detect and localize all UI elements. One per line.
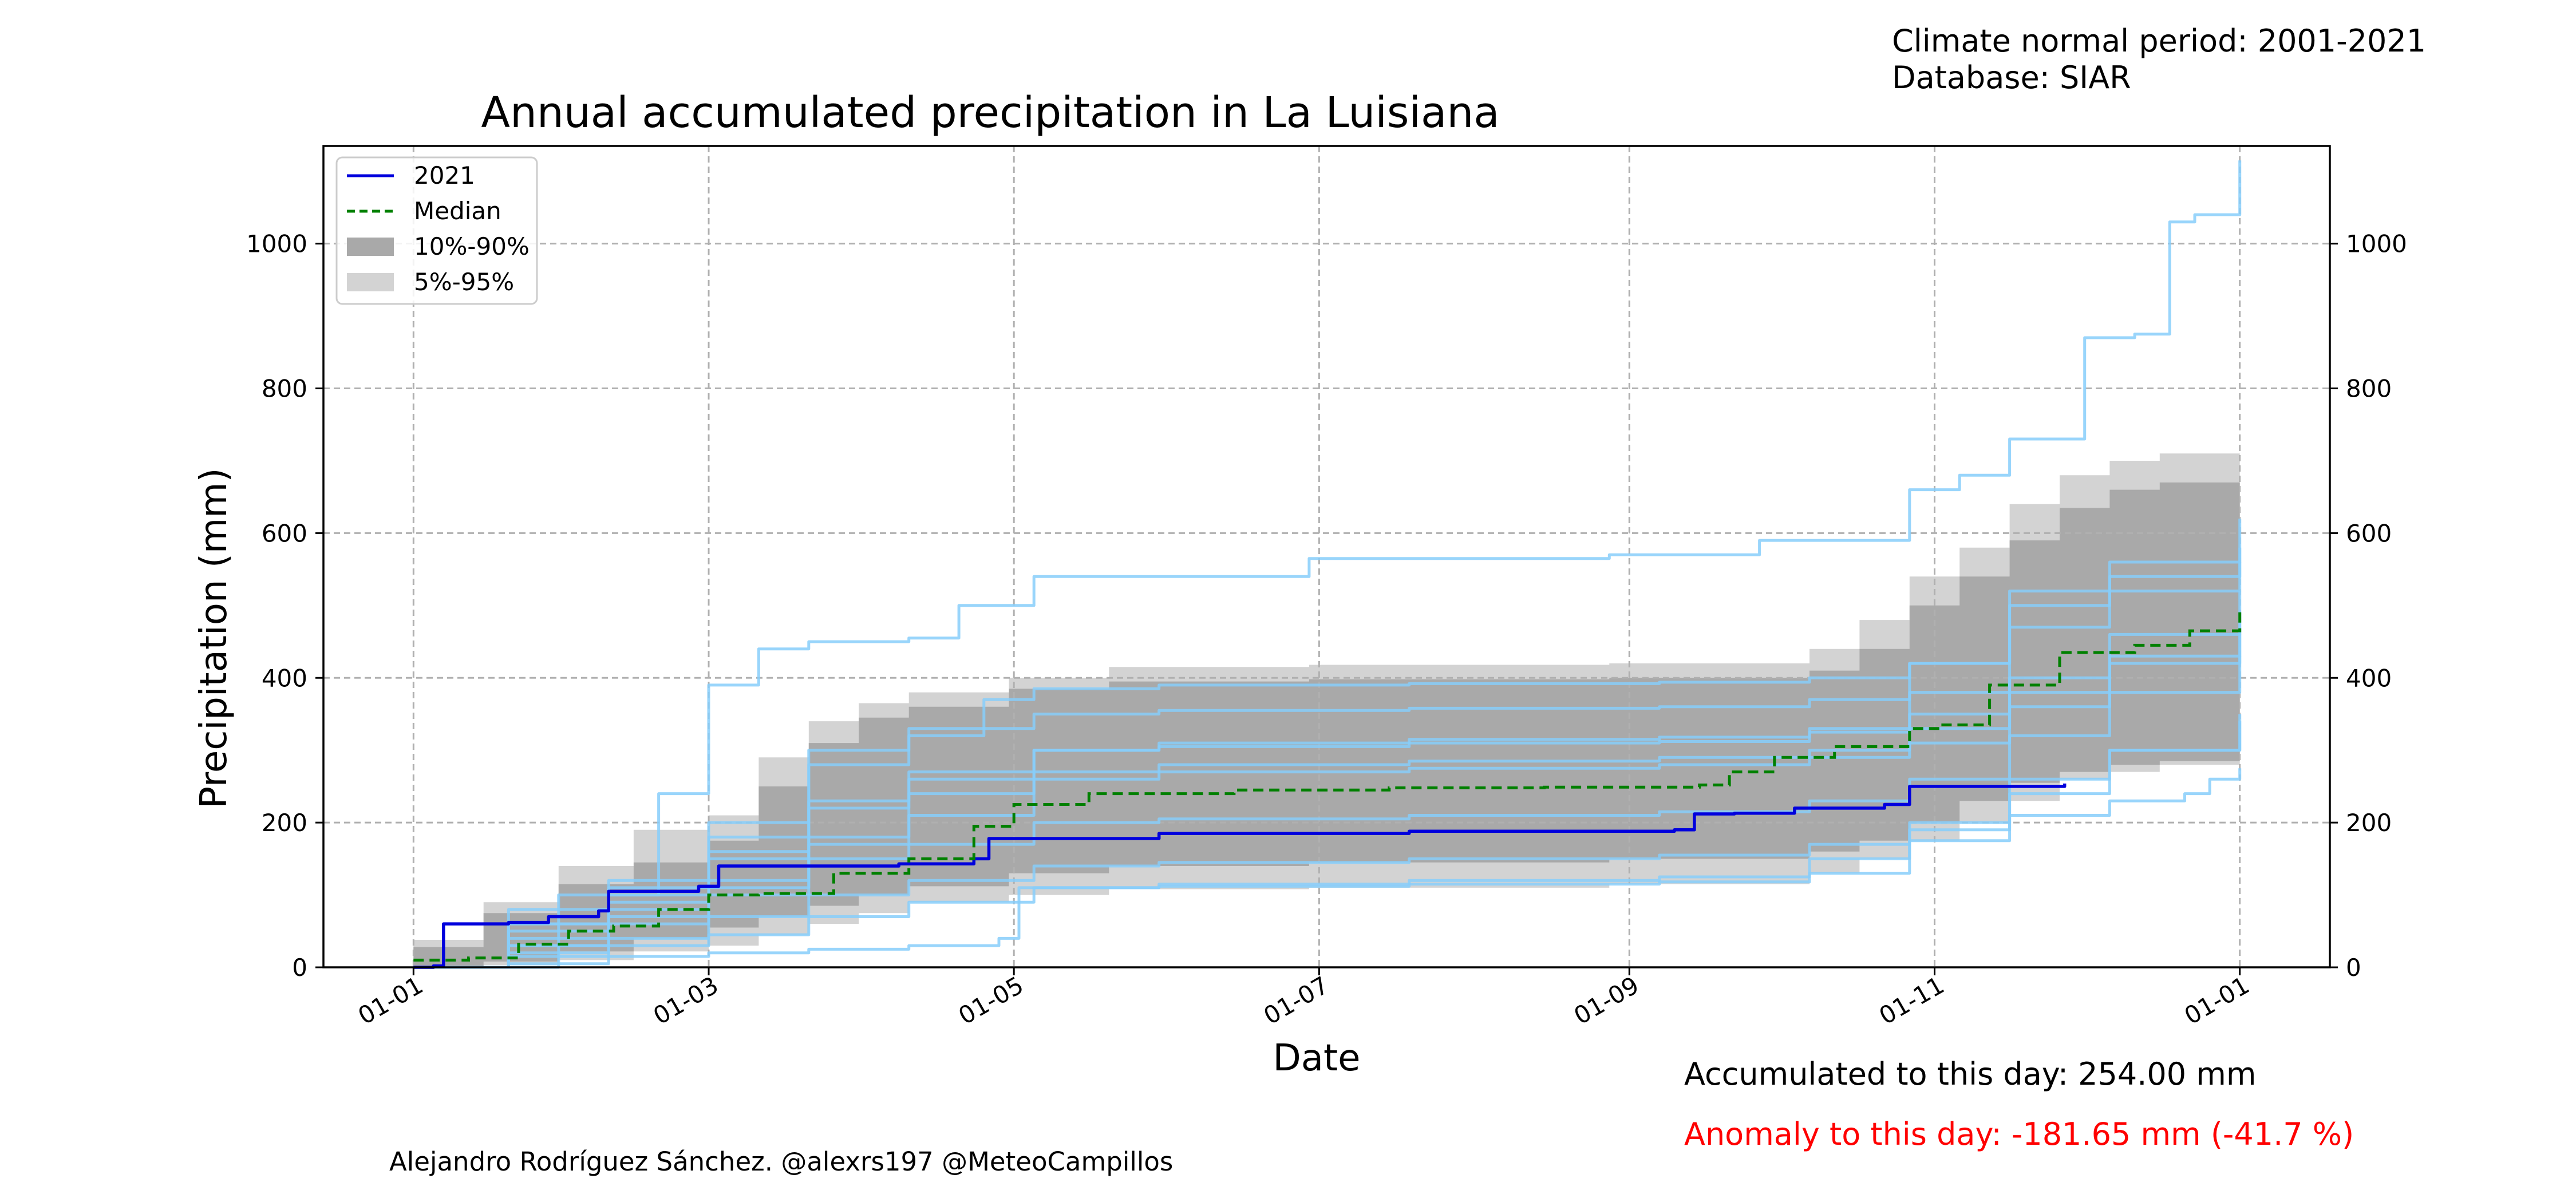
y-tick-label-right-2: 400 xyxy=(2346,664,2392,692)
y-tick-label-left-5: 1000 xyxy=(246,230,307,258)
y-tick-label-left-1: 200 xyxy=(262,809,307,837)
accumulated-text: Accumulated to this day: 254.00 mm xyxy=(1684,1056,2257,1092)
anomaly-text: Anomaly to this day: -181.65 mm (-41.7 %… xyxy=(1684,1116,2354,1152)
y-tick-label-right-4: 800 xyxy=(2346,375,2392,403)
legend-swatch-2 xyxy=(347,238,394,256)
database-text: Database: SIAR xyxy=(1892,60,2426,96)
y-tick-label-right-3: 600 xyxy=(2346,519,2392,547)
x-tick-label-1: 01-03 xyxy=(649,971,723,1030)
legend-label-2: 10%-90% xyxy=(414,232,530,260)
x-tick-label-5: 01-11 xyxy=(1874,971,1949,1030)
chart-title: Annual accumulated precipitation in La L… xyxy=(481,88,1499,137)
x-tick-label-2: 01-05 xyxy=(954,971,1028,1030)
legend-swatch-3 xyxy=(347,273,394,291)
x-tick-label-3: 01-07 xyxy=(1259,971,1333,1030)
legend-label-3: 5%-95% xyxy=(414,268,514,296)
y-tick-label-right-1: 200 xyxy=(2346,809,2392,837)
climate-normal-text: Climate normal period: 2001-2021 xyxy=(1892,23,2426,60)
x-tick-label-6: 01-01 xyxy=(2179,971,2254,1030)
y-axis-label: Precipitation (mm) xyxy=(193,468,235,809)
y-tick-label-left-3: 600 xyxy=(262,519,307,547)
x-tick-label-0: 01-01 xyxy=(353,971,428,1030)
x-axis-label: Date xyxy=(1273,1037,1361,1080)
legend-label-0: 2021 xyxy=(414,161,475,189)
y-tick-label-right-0: 0 xyxy=(2346,954,2361,982)
legend-label-1: Median xyxy=(414,197,501,225)
credit-text: Alejandro Rodríguez Sánchez. @alexrs197 … xyxy=(389,1146,1173,1177)
y-tick-label-right-5: 1000 xyxy=(2346,230,2407,258)
climate-info: Climate normal period: 2001-2021 Databas… xyxy=(1892,23,2426,96)
y-tick-label-left-4: 800 xyxy=(262,375,307,403)
y-tick-label-left-2: 400 xyxy=(262,664,307,692)
y-tick-label-left-0: 0 xyxy=(292,954,307,982)
x-tick-label-4: 01-09 xyxy=(1569,971,1643,1030)
